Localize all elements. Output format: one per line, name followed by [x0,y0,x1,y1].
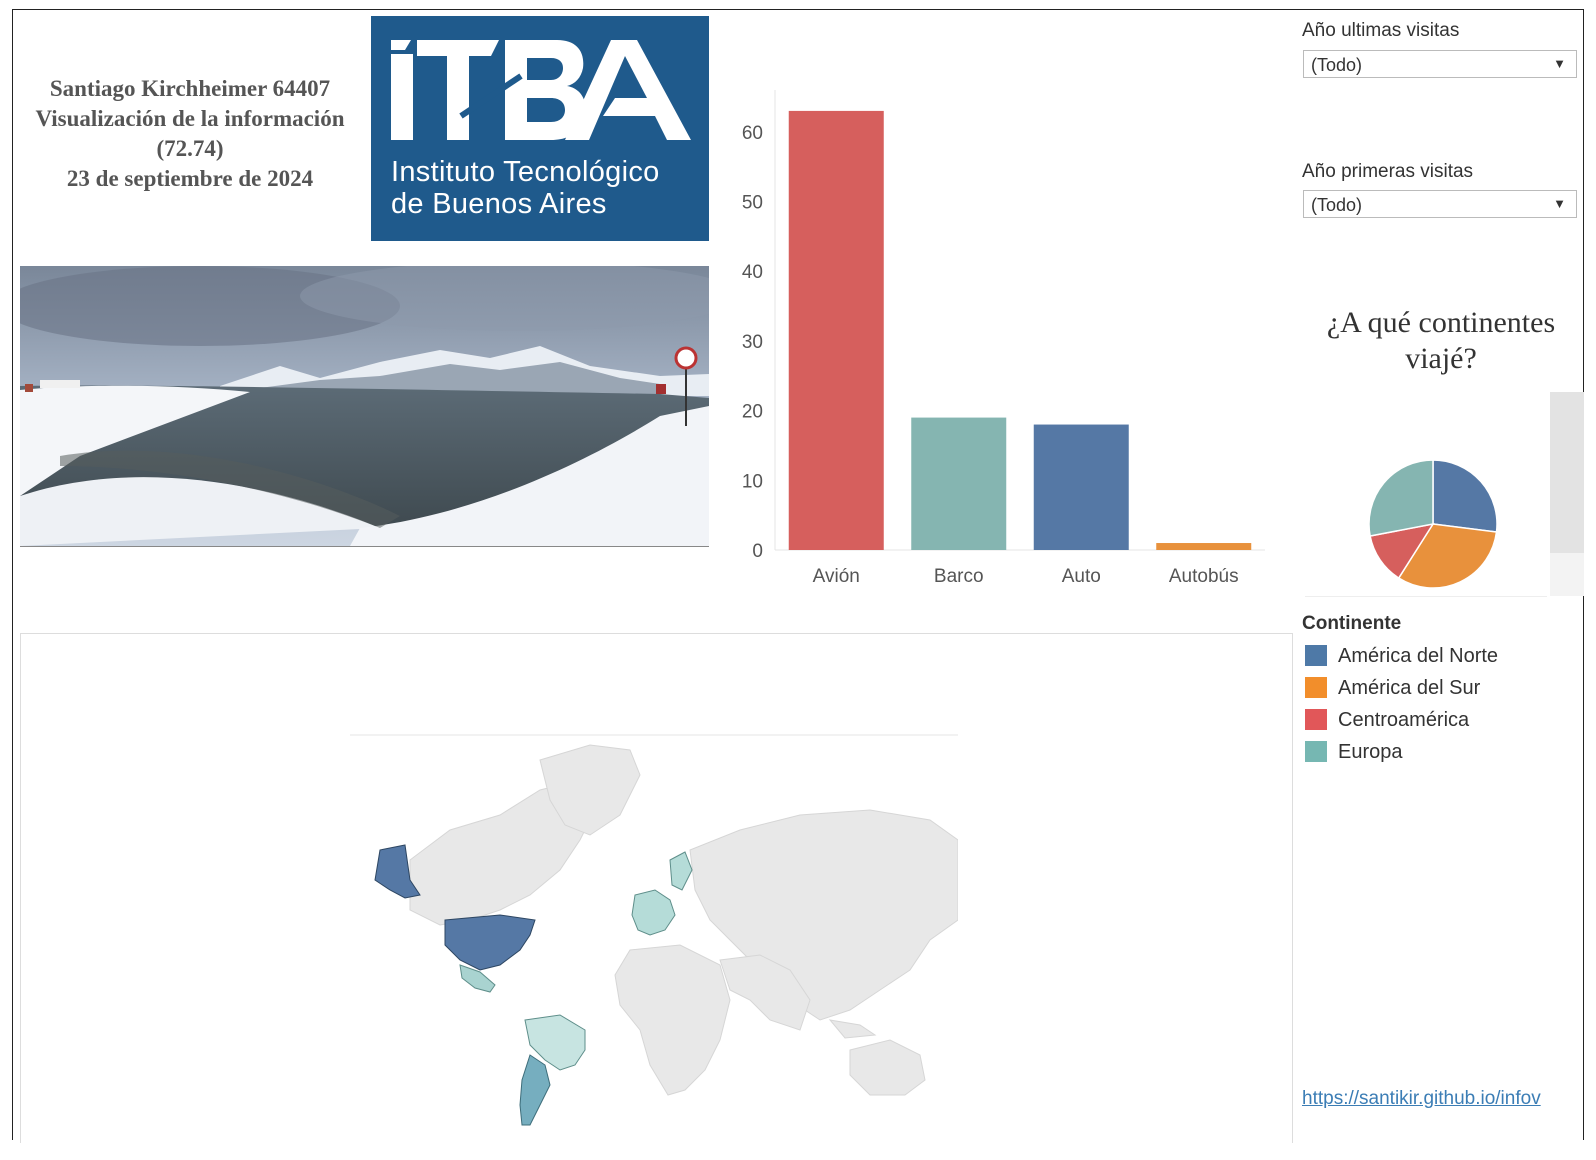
legend-swatch [1305,677,1327,698]
y-tick-label: 50 [742,193,763,214]
date-line: 23 de septiembre de 2024 [66,166,314,191]
pie-slice-américa-del-norte[interactable] [1432,459,1498,533]
last-visits-dropdown[interactable]: (Todo) ▼ [1303,50,1577,78]
region-brazil[interactable] [524,1014,586,1071]
unvisited-countries [409,744,958,1096]
legend-swatch [1305,741,1327,762]
region-argentina[interactable] [519,1054,551,1126]
x-tick-label: Autobús [1169,566,1239,587]
chevron-down-icon: ▼ [1553,56,1566,71]
continent-pie-chart [1368,459,1498,589]
region-mexico[interactable] [459,964,496,993]
legend-label: América del Norte [1338,645,1499,667]
legend-swatch [1305,645,1327,666]
divider [1305,596,1547,597]
legend-label: Europa [1338,741,1403,763]
legend-label: América del Sur [1338,677,1481,699]
x-tick-label: Avión [813,566,860,587]
course-line: Visualización de la información [35,106,345,131]
logo-subtitle-line1: Instituto Tecnológico [391,156,660,188]
world-map[interactable] [350,720,958,1150]
first-visits-value: (Todo) [1311,195,1363,215]
region-alaska[interactable] [374,844,421,899]
transport-bar-chart: 0 10 20 30 40 50 60 Avión Barco Auto Autobús [742,90,1265,587]
pie-scrollbar[interactable] [1550,392,1584,596]
landscape-photo [20,266,709,547]
y-tick-label: 20 [742,402,763,423]
y-tick-label: 10 [742,471,763,492]
region-usa[interactable] [444,914,536,971]
legend-label: Centroamérica [1338,709,1470,731]
y-tick-label: 60 [742,123,763,144]
project-link[interactable]: https://santikir.github.io/infov [1302,1088,1541,1109]
legend-title: Continente [1302,613,1402,634]
pie-panel [1305,392,1547,596]
course-code-line: (72.74) [156,136,224,161]
itba-logo-mark [391,40,691,140]
pie-scrollbar-thumb[interactable] [1550,392,1584,553]
logo-subtitle-line2: de Buenos Aires [391,188,607,220]
logo-subtitle: Instituto Tecnológico de Buenos Aires [391,156,660,220]
chevron-down-icon: ▼ [1553,196,1566,211]
legend-swatch [1305,709,1327,730]
bar-auto[interactable] [1033,424,1129,550]
region-europe[interactable] [631,889,676,936]
region-scandinavia[interactable] [669,851,693,891]
map-panel [20,633,1293,1143]
y-tick-label: 40 [742,262,763,283]
bar-avión[interactable] [788,110,884,550]
author-line: Santiago Kirchheimer 64407 [49,76,331,101]
fjord-image [20,266,709,546]
bar-autobús[interactable] [1156,543,1252,550]
bar-barco[interactable] [911,417,1007,550]
y-tick-label: 30 [742,332,763,353]
pie-title: ¿A qué continentes viajé? [1326,306,1556,375]
first-visits-label: Año primeras visitas [1302,161,1474,182]
first-visits-dropdown[interactable]: (Todo) ▼ [1303,190,1577,218]
itba-logo: Instituto Tecnológico de Buenos Aires [371,16,709,241]
x-tick-label: Barco [934,566,984,587]
last-visits-value: (Todo) [1311,55,1363,75]
pie-slice-europa[interactable] [1368,459,1434,537]
x-tick-label: Auto [1062,566,1101,587]
last-visits-label: Año ultimas visitas [1302,20,1460,41]
header-text: Santiago Kirchheimer 64407 Visualización… [14,74,366,194]
y-tick-label: 0 [752,541,763,562]
